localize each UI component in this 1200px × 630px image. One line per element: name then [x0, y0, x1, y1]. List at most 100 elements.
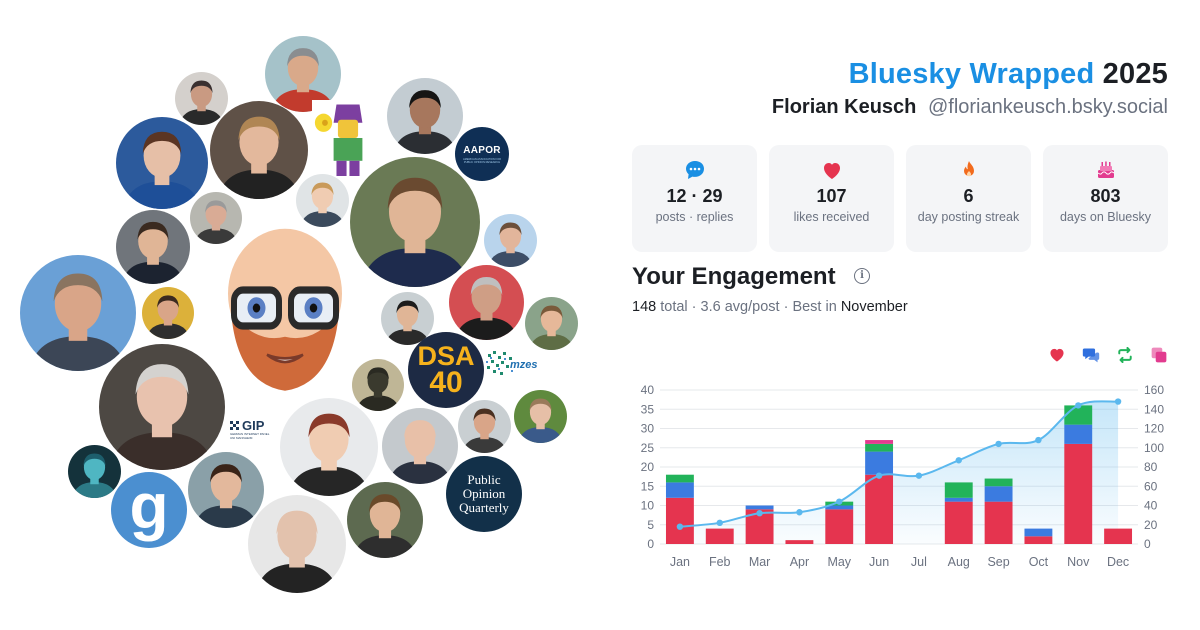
bar-segment-sep-0	[984, 501, 1013, 544]
avatar-bald-man-glasses[interactable]	[382, 408, 458, 484]
x-tick-label: May	[827, 555, 851, 569]
poq-line2: Opinion	[462, 486, 506, 501]
cumulative-area	[679, 401, 1119, 544]
x-tick-label: Mar	[749, 555, 771, 569]
bar-segment-apr-0	[785, 540, 814, 544]
avatar-man-beard-blue[interactable]	[484, 214, 537, 267]
avatar-memoji-bald-beard[interactable]	[210, 218, 360, 398]
dsa-40-logo[interactable]: DSA 40	[408, 332, 484, 408]
cake-icon	[1097, 161, 1114, 178]
cumulative-point-mar	[756, 510, 763, 517]
engagement-chart: 0 5 10 15 20 25 30 35 40 0 20 40 60 80 100 120 140 160 Jan…	[641, 383, 1165, 569]
stat-card-days: 803 days on Bluesky	[1043, 145, 1168, 252]
repost-icon	[1118, 347, 1132, 363]
avatar-woman-red-hair[interactable]	[280, 398, 378, 496]
year-title: 2025	[1102, 58, 1168, 90]
avatar-man-yellow-bg[interactable]	[142, 287, 194, 339]
stat-card-likes: 107 likes received	[769, 145, 894, 252]
avatar-smiling-man-dark-hair[interactable]	[387, 78, 463, 154]
bar-segment-may-0	[825, 509, 854, 544]
poq-line3: Quarterly	[459, 500, 509, 515]
legend-likes-toggle[interactable]	[1048, 346, 1066, 364]
avatar-man-dark-suit[interactable]	[116, 210, 190, 284]
y-tick-label: 10	[641, 499, 655, 513]
legend-replies-toggle[interactable]	[1082, 346, 1100, 364]
g-logo[interactable]: g	[111, 472, 187, 548]
stat-value-likes: 107	[816, 186, 847, 206]
cumulative-point-sep	[995, 440, 1002, 448]
cumulative-point-apr	[796, 509, 803, 516]
avatar-man-suit-street[interactable]	[350, 157, 480, 287]
cumulative-point-nov	[1075, 402, 1082, 409]
avatar-man-colosseum[interactable]	[20, 255, 136, 371]
stat-label-days: days on Bluesky	[1059, 210, 1152, 224]
mzes-logo[interactable]: mzes	[484, 346, 540, 382]
display-name: Florian Keusch	[771, 96, 917, 118]
avatar-smiling-man-beard[interactable]	[458, 400, 511, 453]
y-tick-label: 35	[641, 402, 655, 416]
engagement-best-month: November	[840, 299, 908, 315]
cumulative-point-may	[836, 498, 843, 505]
avatar-grey-hair-man[interactable]	[449, 265, 524, 340]
public-opinion-quarterly-logo[interactable]: Public Opinion Quarterly	[446, 456, 522, 532]
bar-segment-jan-1	[665, 482, 694, 498]
bar-segment-dec-0	[1104, 528, 1133, 544]
bar-segment-aug-1	[944, 497, 973, 502]
x-tick-label: Feb	[709, 555, 731, 569]
engagement-summary: 148 total · 3.6 avg/post · Best in Novem…	[632, 299, 908, 315]
brand-title: Bluesky Wrapped	[848, 58, 1095, 90]
cumulative-point-oct	[1035, 436, 1042, 444]
bar-segment-sep-1	[984, 486, 1013, 502]
bar-segment-nov-1	[1064, 424, 1093, 444]
y2-tick-label: 120	[1144, 422, 1164, 436]
avatar-silhouette-path[interactable]	[352, 359, 404, 411]
y2-tick-label: 0	[1144, 537, 1151, 551]
avatar-lego-figure[interactable]	[312, 100, 384, 176]
y2-tick-label: 100	[1144, 441, 1164, 455]
user-handle[interactable]: @floriankeusch.bsky.social	[927, 96, 1168, 118]
cumulative-point-jan	[676, 523, 684, 530]
avatar-older-man-glasses[interactable]	[190, 192, 242, 244]
avatar-bald-man-dark[interactable]	[248, 495, 346, 593]
legend-quotes-toggle[interactable]	[1150, 346, 1168, 364]
x-tick-label: Jun	[869, 555, 889, 569]
x-tick-label: Dec	[1107, 555, 1129, 569]
bar-segment-aug-2	[944, 482, 973, 498]
bar-segment-jun-0	[865, 474, 894, 544]
cumulative-line	[679, 400, 1119, 528]
cumulative-point-jul	[915, 472, 923, 479]
x-tick-label: Sep	[987, 555, 1009, 569]
cumulative-point-feb	[716, 519, 723, 527]
avatar-galaxy[interactable]	[68, 445, 121, 498]
avatar-woman-brown-hair[interactable]	[116, 117, 208, 209]
poq-line1: Public	[467, 472, 501, 487]
avatar-older-woman-glasses[interactable]	[99, 344, 225, 470]
avatar-bearded-man-cap[interactable]	[175, 72, 228, 125]
avatar-woman-dark-hair[interactable]	[188, 452, 264, 528]
avatar-woman-glasses-coffee[interactable]	[210, 101, 308, 199]
avatar-man-curly-glasses[interactable]	[381, 292, 434, 345]
engagement-title: Your Engagement	[632, 263, 836, 290]
info-icon[interactable]: i	[854, 268, 870, 284]
stat-label-posts: posts · replies	[655, 210, 734, 224]
stat-card-posts: 12 · 29 posts · replies	[632, 145, 757, 252]
avatar-man-smiling-outdoor[interactable]	[525, 297, 578, 350]
y-tick-label: 30	[641, 422, 655, 436]
quote-icon	[1151, 347, 1167, 363]
avatar-young-man-curly[interactable]	[347, 482, 423, 558]
legend-reposts-toggle[interactable]	[1116, 346, 1134, 364]
heart-icon	[823, 163, 840, 179]
engagement-total-word: total	[660, 299, 688, 315]
x-tick-label: Oct	[1029, 555, 1049, 569]
y2-tick-label: 40	[1144, 499, 1158, 513]
aapor-logo[interactable]: AAPOR AMERICAN ASSOCIATION FOR PUBLIC OP…	[455, 127, 509, 181]
bar-segment-jan-2	[665, 474, 694, 483]
avatar-woman-glasses-green[interactable]	[514, 390, 567, 443]
y2-tick-label: 60	[1144, 479, 1158, 493]
gip-logo[interactable]: GIP GERMAN INTERNET PANEL UNI MANNHEIM	[230, 414, 274, 444]
y-tick-label: 15	[641, 479, 655, 493]
avatar-blonde-woman[interactable]	[296, 174, 349, 227]
bar-segment-oct-1	[1024, 528, 1053, 537]
y2-tick-label: 160	[1144, 383, 1164, 397]
bar-segment-mar-1	[745, 505, 774, 510]
